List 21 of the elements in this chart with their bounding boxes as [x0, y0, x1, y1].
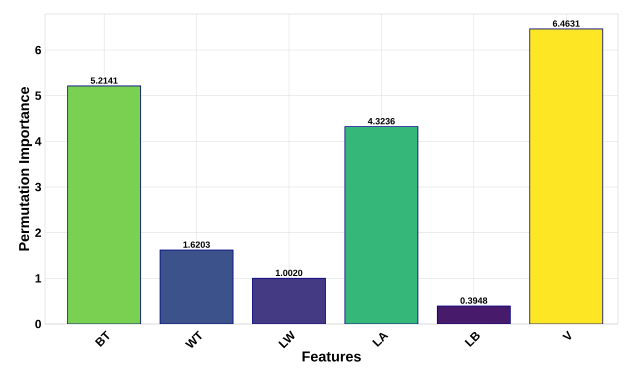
x-tick-label: LB	[464, 332, 480, 347]
y-tick-label: 1	[36, 274, 42, 282]
data-label: 4.3236	[368, 118, 395, 124]
y-tick-label: 3	[35, 182, 42, 192]
data-label: 1.0020	[276, 270, 302, 276]
x-tick-label: LW	[278, 330, 295, 348]
data-label: 6.4631	[552, 20, 580, 27]
x-tick-label: LA	[372, 332, 388, 347]
y-tick-label: 6	[35, 46, 42, 54]
x-axis-title: Features	[302, 352, 361, 362]
data-label: 1.6203	[183, 241, 210, 248]
y-axis-title: Permutation Importance	[18, 87, 32, 251]
x-tick-label: BT	[94, 330, 110, 347]
data-label: 5.2141	[90, 77, 118, 84]
y-tick-label: 2	[35, 228, 42, 237]
x-tick-label: V	[562, 330, 572, 340]
y-tick-label: 4	[35, 137, 42, 146]
y-tick-label: 5	[35, 92, 42, 100]
y-tick-label: 0	[35, 320, 41, 328]
data-label: 0.3948	[460, 297, 488, 304]
x-tick-label: WT	[184, 330, 202, 348]
